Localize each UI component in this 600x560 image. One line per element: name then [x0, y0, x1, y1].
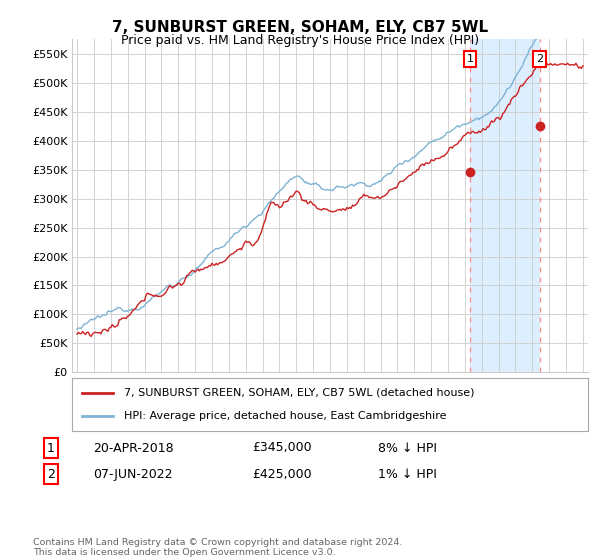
Text: Price paid vs. HM Land Registry's House Price Index (HPI): Price paid vs. HM Land Registry's House … [121, 34, 479, 46]
Text: 1: 1 [466, 54, 473, 64]
Text: 8% ↓ HPI: 8% ↓ HPI [378, 441, 437, 455]
Bar [470, 39, 539, 372]
Text: 20-APR-2018: 20-APR-2018 [93, 441, 173, 455]
Text: Contains HM Land Registry data © Crown copyright and database right 2024.
This d: Contains HM Land Registry data © Crown c… [33, 538, 403, 557]
Text: HPI: Average price, detached house, East Cambridgeshire: HPI: Average price, detached house, East… [124, 411, 446, 421]
Text: £345,000: £345,000 [252, 441, 311, 455]
Text: 2: 2 [536, 54, 543, 64]
Text: 2: 2 [47, 468, 55, 481]
Text: 7, SUNBURST GREEN, SOHAM, ELY, CB7 5WL: 7, SUNBURST GREEN, SOHAM, ELY, CB7 5WL [112, 20, 488, 35]
Text: 1% ↓ HPI: 1% ↓ HPI [378, 468, 437, 481]
Text: £425,000: £425,000 [252, 468, 311, 481]
Text: 7, SUNBURST GREEN, SOHAM, ELY, CB7 5WL (detached house): 7, SUNBURST GREEN, SOHAM, ELY, CB7 5WL (… [124, 388, 474, 398]
Text: 1: 1 [47, 441, 55, 455]
Text: 07-JUN-2022: 07-JUN-2022 [93, 468, 173, 481]
